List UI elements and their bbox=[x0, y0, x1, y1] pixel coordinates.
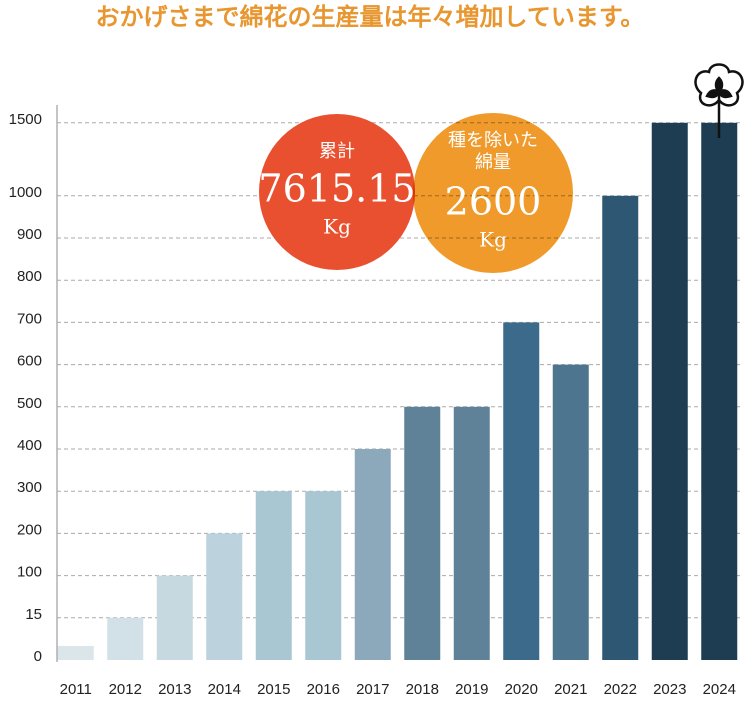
total-unit: Kg bbox=[323, 215, 351, 239]
bar bbox=[305, 491, 342, 660]
y-tick-label: 300 bbox=[17, 479, 42, 496]
bar bbox=[255, 491, 292, 660]
bar bbox=[503, 322, 540, 660]
bar bbox=[404, 406, 441, 660]
y-tick-label: 400 bbox=[17, 437, 42, 454]
x-tick-label: 2023 bbox=[653, 681, 686, 698]
x-tick-label: 2024 bbox=[703, 681, 736, 698]
bar bbox=[354, 449, 391, 660]
bar bbox=[107, 617, 144, 660]
cotton-value: 2600 bbox=[445, 180, 542, 224]
y-tick-label: 900 bbox=[17, 226, 42, 243]
y-tick-label: 100 bbox=[17, 564, 42, 581]
y-tick-label: 1500 bbox=[9, 111, 42, 128]
y-tick-label: 15 bbox=[25, 606, 42, 623]
cotton-label: 種を除いた bbox=[448, 130, 538, 151]
bar bbox=[651, 122, 688, 660]
y-tick-label: 500 bbox=[17, 395, 42, 412]
bar bbox=[701, 122, 738, 660]
y-tick-label: 200 bbox=[17, 521, 42, 538]
x-tick-label: 2018 bbox=[406, 681, 439, 698]
x-tick-label: 2013 bbox=[158, 681, 191, 698]
y-tick-label: 700 bbox=[17, 310, 42, 327]
x-tick-label: 2019 bbox=[455, 681, 488, 698]
total-value: 7615.15 bbox=[258, 167, 415, 211]
x-tick-label: 2017 bbox=[356, 681, 389, 698]
plot: 0 15 100 200 300 400 500 600 700 800 900 1000 1500 20… bbox=[9, 105, 740, 698]
annotations: 累計 7615.15 Kg 種を除いた 綿量 2600 Kg bbox=[258, 113, 573, 273]
x-tick-label: 2020 bbox=[505, 681, 538, 698]
y-tick-label: 0 bbox=[34, 648, 42, 665]
bar bbox=[602, 195, 639, 661]
x-tick-label: 2014 bbox=[208, 681, 241, 698]
total-circle bbox=[259, 114, 415, 270]
x-tick-label: 2022 bbox=[604, 681, 637, 698]
bar bbox=[57, 645, 94, 660]
bar bbox=[206, 533, 243, 660]
y-tick-label: 1000 bbox=[9, 184, 42, 201]
bar bbox=[453, 406, 490, 660]
y-tick-label: 600 bbox=[17, 353, 42, 370]
x-tick-label: 2021 bbox=[554, 681, 587, 698]
y-tick-label: 800 bbox=[17, 268, 42, 285]
cotton-unit: Kg bbox=[479, 228, 507, 252]
cotton-circle bbox=[413, 113, 573, 273]
x-tick-label: 2012 bbox=[109, 681, 142, 698]
x-tick-label: 2016 bbox=[307, 681, 340, 698]
total-label: 累計 bbox=[319, 141, 355, 162]
bar bbox=[156, 575, 193, 660]
x-tick-label: 2011 bbox=[60, 681, 92, 698]
cotton-icon bbox=[694, 63, 744, 138]
cotton-label: 綿量 bbox=[475, 152, 511, 173]
x-tick-label: 2015 bbox=[257, 681, 290, 698]
chart-title: おかげさまで綿花の生産量は年々増加しています。 bbox=[96, 3, 645, 31]
bar bbox=[552, 364, 589, 660]
